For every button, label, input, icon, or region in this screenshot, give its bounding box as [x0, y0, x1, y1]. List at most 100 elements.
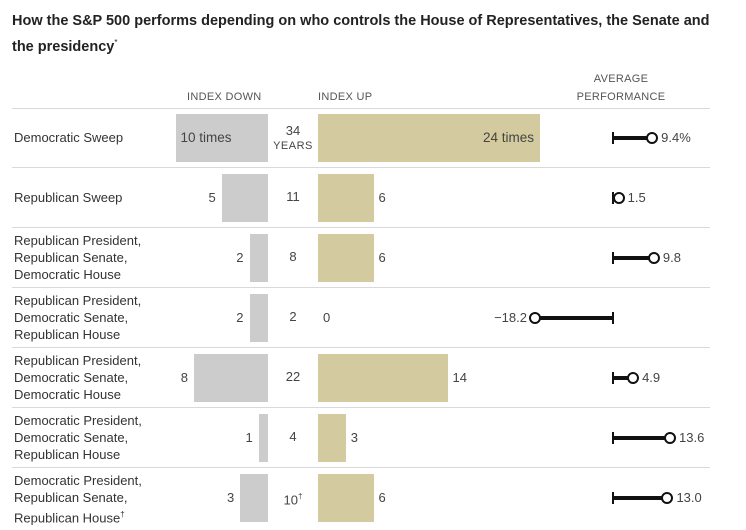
row-label: Democratic Sweep — [14, 129, 123, 146]
performance-anchor — [612, 432, 614, 444]
index-down-value: 3 — [227, 490, 235, 505]
years-value: 22 — [285, 369, 301, 384]
performance-marker — [529, 312, 541, 324]
years-total: 34 YEARS — [270, 124, 316, 153]
row-label: Republican President, Republican Senate, D… — [14, 232, 141, 283]
row-label-line: Democratic Sweep — [14, 129, 124, 145]
performance-stem — [613, 136, 653, 140]
years-value: 4 — [289, 429, 297, 444]
row-label: Republican President, Democratic Senate, D… — [14, 352, 141, 403]
index-up-value: 6 — [378, 190, 386, 205]
index-up-bar — [318, 354, 448, 402]
row-label-line: Democratic Senate, — [14, 369, 129, 385]
performance-stem — [535, 316, 613, 320]
index-down-value: 8 — [180, 370, 188, 385]
header-average-line1: AVERAGE — [593, 73, 649, 85]
row-label-line: Democratic House — [14, 386, 121, 402]
years-value: 8 — [289, 249, 297, 264]
index-up-value: 0 — [323, 310, 331, 325]
performance-anchor — [612, 312, 614, 324]
years-total: 11 — [270, 190, 316, 204]
index-up-bar — [318, 414, 346, 462]
performance-value: 4.9 — [642, 370, 661, 385]
performance-marker — [647, 252, 660, 264]
performance-anchor — [612, 372, 614, 384]
index-up-value: 6 — [378, 250, 386, 265]
row-label-line: Democratic Senate, — [14, 429, 129, 445]
performance-value: 13.6 — [679, 430, 705, 445]
index-down-bar — [249, 294, 268, 342]
performance-value: 13.0 — [676, 490, 702, 505]
performance-marker — [646, 132, 659, 144]
years-total: 4 — [270, 430, 316, 444]
row-separator — [12, 108, 710, 109]
performance-marker — [661, 492, 674, 504]
index-down-value: 10 times — [180, 130, 232, 145]
performance-marker — [664, 432, 676, 444]
row-label: Democratic President, Democratic Senate, R… — [14, 412, 142, 463]
row-separator — [12, 227, 710, 228]
index-up-bar — [318, 174, 374, 222]
performance-value: 1.5 — [627, 190, 646, 205]
index-up-bar — [318, 474, 374, 522]
row-label-line: Republican President, — [14, 352, 142, 368]
performance-value: 9.8 — [662, 250, 681, 265]
index-down-bar — [221, 174, 268, 222]
index-down-bar — [240, 474, 268, 522]
index-down-value: 1 — [245, 430, 253, 445]
index-down-value: 5 — [208, 190, 216, 205]
performance-value: −18.2 — [494, 310, 527, 325]
performance-marker — [627, 372, 640, 384]
row-separator — [12, 467, 710, 468]
title-note-mark: * — [114, 38, 118, 47]
performance-anchor — [612, 132, 614, 144]
row-label: Democratic President, Republican Senate, R… — [14, 472, 142, 526]
index-up-bar — [318, 234, 374, 282]
index-up-value: 6 — [378, 490, 386, 505]
row-label-line: Republican House† — [14, 509, 125, 525]
years-value: 2 — [289, 309, 297, 324]
index-up-value: 24 times — [482, 130, 534, 145]
years-total: 22 — [270, 370, 316, 384]
index-down-value: 2 — [236, 310, 244, 325]
chart-title: How the S&P 500 performs depending on wh… — [12, 13, 710, 55]
row-label-line: Republican President, — [14, 292, 142, 308]
row-label: Republican President, Democratic Senate, R… — [14, 292, 141, 343]
row-label-line: Republican House — [14, 326, 121, 342]
row-label-line: Republican Senate, — [14, 489, 128, 505]
index-down-bar — [175, 114, 268, 162]
row-label-line: Republican House — [14, 446, 121, 462]
performance-value: 9.4% — [661, 130, 691, 145]
years-value: 34 — [285, 123, 301, 138]
row-separator — [12, 287, 710, 288]
performance-stem — [613, 436, 670, 440]
row-separator — [12, 167, 710, 168]
row-label: Republican Sweep — [14, 189, 122, 206]
years-total: 2 — [270, 310, 316, 324]
header-average-line2: PERFORMANCE — [576, 91, 666, 103]
performance-stem — [613, 496, 668, 500]
row-label-line: Republican President, — [14, 232, 142, 248]
performance-stem — [613, 256, 654, 260]
index-down-bar — [249, 234, 268, 282]
performance-anchor — [612, 252, 614, 264]
performance-anchor — [612, 492, 614, 504]
years-unit: YEARS — [273, 140, 313, 152]
years-value: 11 — [286, 189, 300, 204]
index-up-value: 3 — [350, 430, 358, 445]
years-note-mark: † — [298, 492, 303, 501]
index-down-bar — [258, 414, 268, 462]
row-label-line: Republican Sweep — [14, 189, 123, 205]
header-index-down: INDEX DOWN — [187, 91, 262, 103]
index-down-bar — [194, 354, 268, 402]
row-label-line: Democratic President, — [14, 412, 142, 428]
index-up-bar — [318, 114, 540, 162]
label-note-mark: † — [120, 509, 125, 519]
row-label-line: Republican Senate, — [14, 249, 128, 265]
index-down-value: 2 — [236, 250, 244, 265]
performance-stem — [613, 376, 634, 380]
row-label-line: Democratic House — [14, 266, 121, 282]
performance-marker — [612, 192, 625, 204]
years-value: 10 — [283, 492, 298, 508]
row-label-line: Democratic President, — [14, 472, 142, 488]
